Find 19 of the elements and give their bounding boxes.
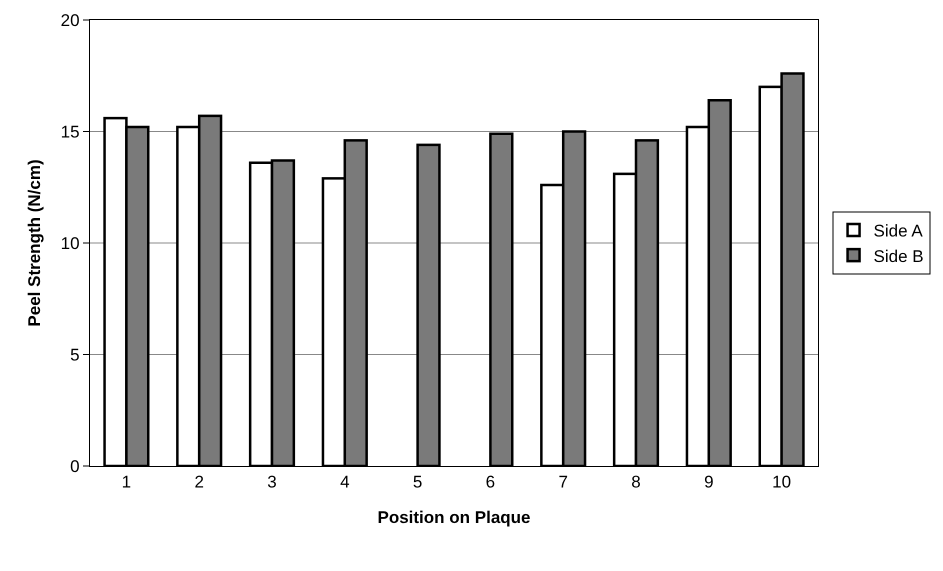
x-axis-title: Position on Plaque [377, 508, 531, 527]
x-tick-label: 4 [340, 472, 350, 492]
legend-label: Side B [874, 246, 924, 266]
y-tick-label: 20 [60, 10, 80, 30]
y-tick-label: 5 [70, 345, 80, 364]
x-tick-label: 1 [122, 472, 132, 492]
x-tick-label: 9 [704, 472, 714, 492]
x-tick-label: 3 [267, 472, 277, 492]
x-tick-label: 7 [558, 472, 568, 492]
y-tick-label: 0 [70, 456, 80, 476]
x-tick-label: 10 [772, 472, 792, 492]
y-tick-label: 15 [60, 122, 80, 142]
legend-label: Side A [874, 222, 924, 241]
y-axis-title: Peel Strength (N/cm) [25, 159, 44, 327]
x-tick-label: 6 [486, 472, 496, 492]
y-tick-label: 10 [60, 234, 80, 253]
x-tick-label: 2 [194, 472, 204, 492]
x-tick-label: 8 [631, 472, 641, 492]
x-tick-label: 5 [412, 472, 422, 492]
